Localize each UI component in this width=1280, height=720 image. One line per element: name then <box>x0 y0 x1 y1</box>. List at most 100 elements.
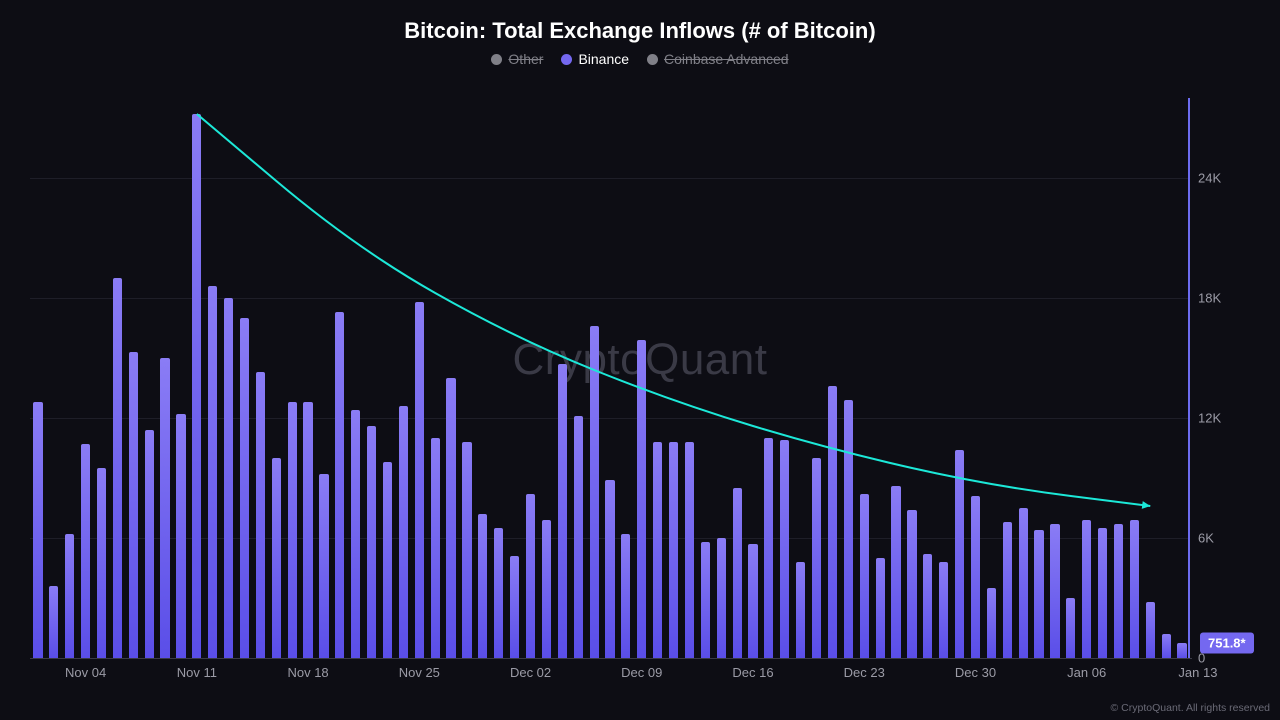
copyright-label: © CryptoQuant. All rights reserved <box>1111 702 1270 714</box>
x-tick-label: Nov 25 <box>399 665 440 680</box>
x-axis-line <box>30 658 1192 659</box>
bar <box>160 358 169 658</box>
legend-item-other[interactable]: Other <box>491 52 543 66</box>
bar <box>192 114 201 658</box>
bar <box>574 416 583 658</box>
bar <box>733 488 742 658</box>
bar <box>33 402 42 658</box>
bar <box>1162 634 1171 658</box>
bar <box>653 442 662 658</box>
bar <box>288 402 297 658</box>
bar <box>955 450 964 658</box>
x-tick-label: Dec 02 <box>510 665 551 680</box>
bar <box>256 372 265 658</box>
y-tick-label: 12K <box>1198 411 1221 426</box>
bar <box>1114 524 1123 658</box>
bar <box>1050 524 1059 658</box>
bar <box>1034 530 1043 658</box>
bar <box>224 298 233 658</box>
bar <box>1098 528 1107 658</box>
bar <box>1019 508 1028 658</box>
bar <box>129 352 138 658</box>
bar <box>590 326 599 658</box>
bar <box>526 494 535 658</box>
bar <box>717 538 726 658</box>
bar <box>208 286 217 658</box>
bar <box>558 364 567 658</box>
bar <box>303 402 312 658</box>
bar <box>319 474 328 658</box>
y-tick-label: 6K <box>1198 531 1214 546</box>
bar <box>1082 520 1091 658</box>
bar <box>176 414 185 658</box>
legend: Other Binance Coinbase Advanced <box>0 52 1280 66</box>
bar-plot <box>30 98 1190 658</box>
bar <box>145 430 154 658</box>
bar <box>1130 520 1139 658</box>
bar <box>605 480 614 658</box>
legend-label: Other <box>508 52 543 66</box>
bar <box>860 494 869 658</box>
bar <box>462 442 471 658</box>
x-tick-label: Nov 18 <box>287 665 328 680</box>
legend-item-coinbase-advanced[interactable]: Coinbase Advanced <box>647 52 789 66</box>
bar <box>272 458 281 658</box>
bar <box>907 510 916 658</box>
bar <box>987 588 996 658</box>
bar <box>383 462 392 658</box>
x-tick-label: Dec 23 <box>844 665 885 680</box>
legend-dot <box>561 54 572 65</box>
bar <box>97 468 106 658</box>
chart-title: Bitcoin: Total Exchange Inflows (# of Bi… <box>0 18 1280 44</box>
bar <box>891 486 900 658</box>
bar <box>510 556 519 658</box>
current-value-badge: 751.8* <box>1200 632 1254 653</box>
bar <box>669 442 678 658</box>
legend-dot <box>491 54 502 65</box>
bar <box>351 410 360 658</box>
y-tick-label: 18K <box>1198 291 1221 306</box>
x-tick-label: Nov 11 <box>177 665 217 680</box>
x-tick-label: Dec 30 <box>955 665 996 680</box>
y-tick-label: 24K <box>1198 171 1221 186</box>
x-tick-label: Dec 16 <box>732 665 773 680</box>
legend-dot <box>647 54 658 65</box>
bar <box>939 562 948 658</box>
legend-label: Binance <box>578 52 629 66</box>
bar <box>415 302 424 658</box>
x-tick-label: Nov 04 <box>65 665 106 680</box>
bar <box>621 534 630 658</box>
legend-label: Coinbase Advanced <box>664 52 789 66</box>
bar <box>780 440 789 658</box>
x-tick-label: Jan 13 <box>1178 665 1217 680</box>
bar <box>431 438 440 658</box>
legend-item-binance[interactable]: Binance <box>561 52 629 66</box>
bar <box>113 278 122 658</box>
bar <box>764 438 773 658</box>
bar <box>685 442 694 658</box>
bar <box>637 340 646 658</box>
bar <box>971 496 980 658</box>
bar <box>1003 522 1012 658</box>
bar <box>796 562 805 658</box>
bar <box>494 528 503 658</box>
bar <box>478 514 487 658</box>
bar <box>1146 602 1155 658</box>
bar <box>1177 643 1186 658</box>
bar <box>1066 598 1075 658</box>
bar <box>876 558 885 658</box>
bar <box>828 386 837 658</box>
x-tick-label: Dec 09 <box>621 665 662 680</box>
bar <box>367 426 376 658</box>
bar <box>65 534 74 658</box>
bar <box>844 400 853 658</box>
bar <box>81 444 90 658</box>
bar <box>240 318 249 658</box>
bar <box>812 458 821 658</box>
bar <box>49 586 58 658</box>
bar <box>399 406 408 658</box>
bar <box>446 378 455 658</box>
bar <box>335 312 344 658</box>
bar <box>701 542 710 658</box>
bar <box>748 544 757 658</box>
